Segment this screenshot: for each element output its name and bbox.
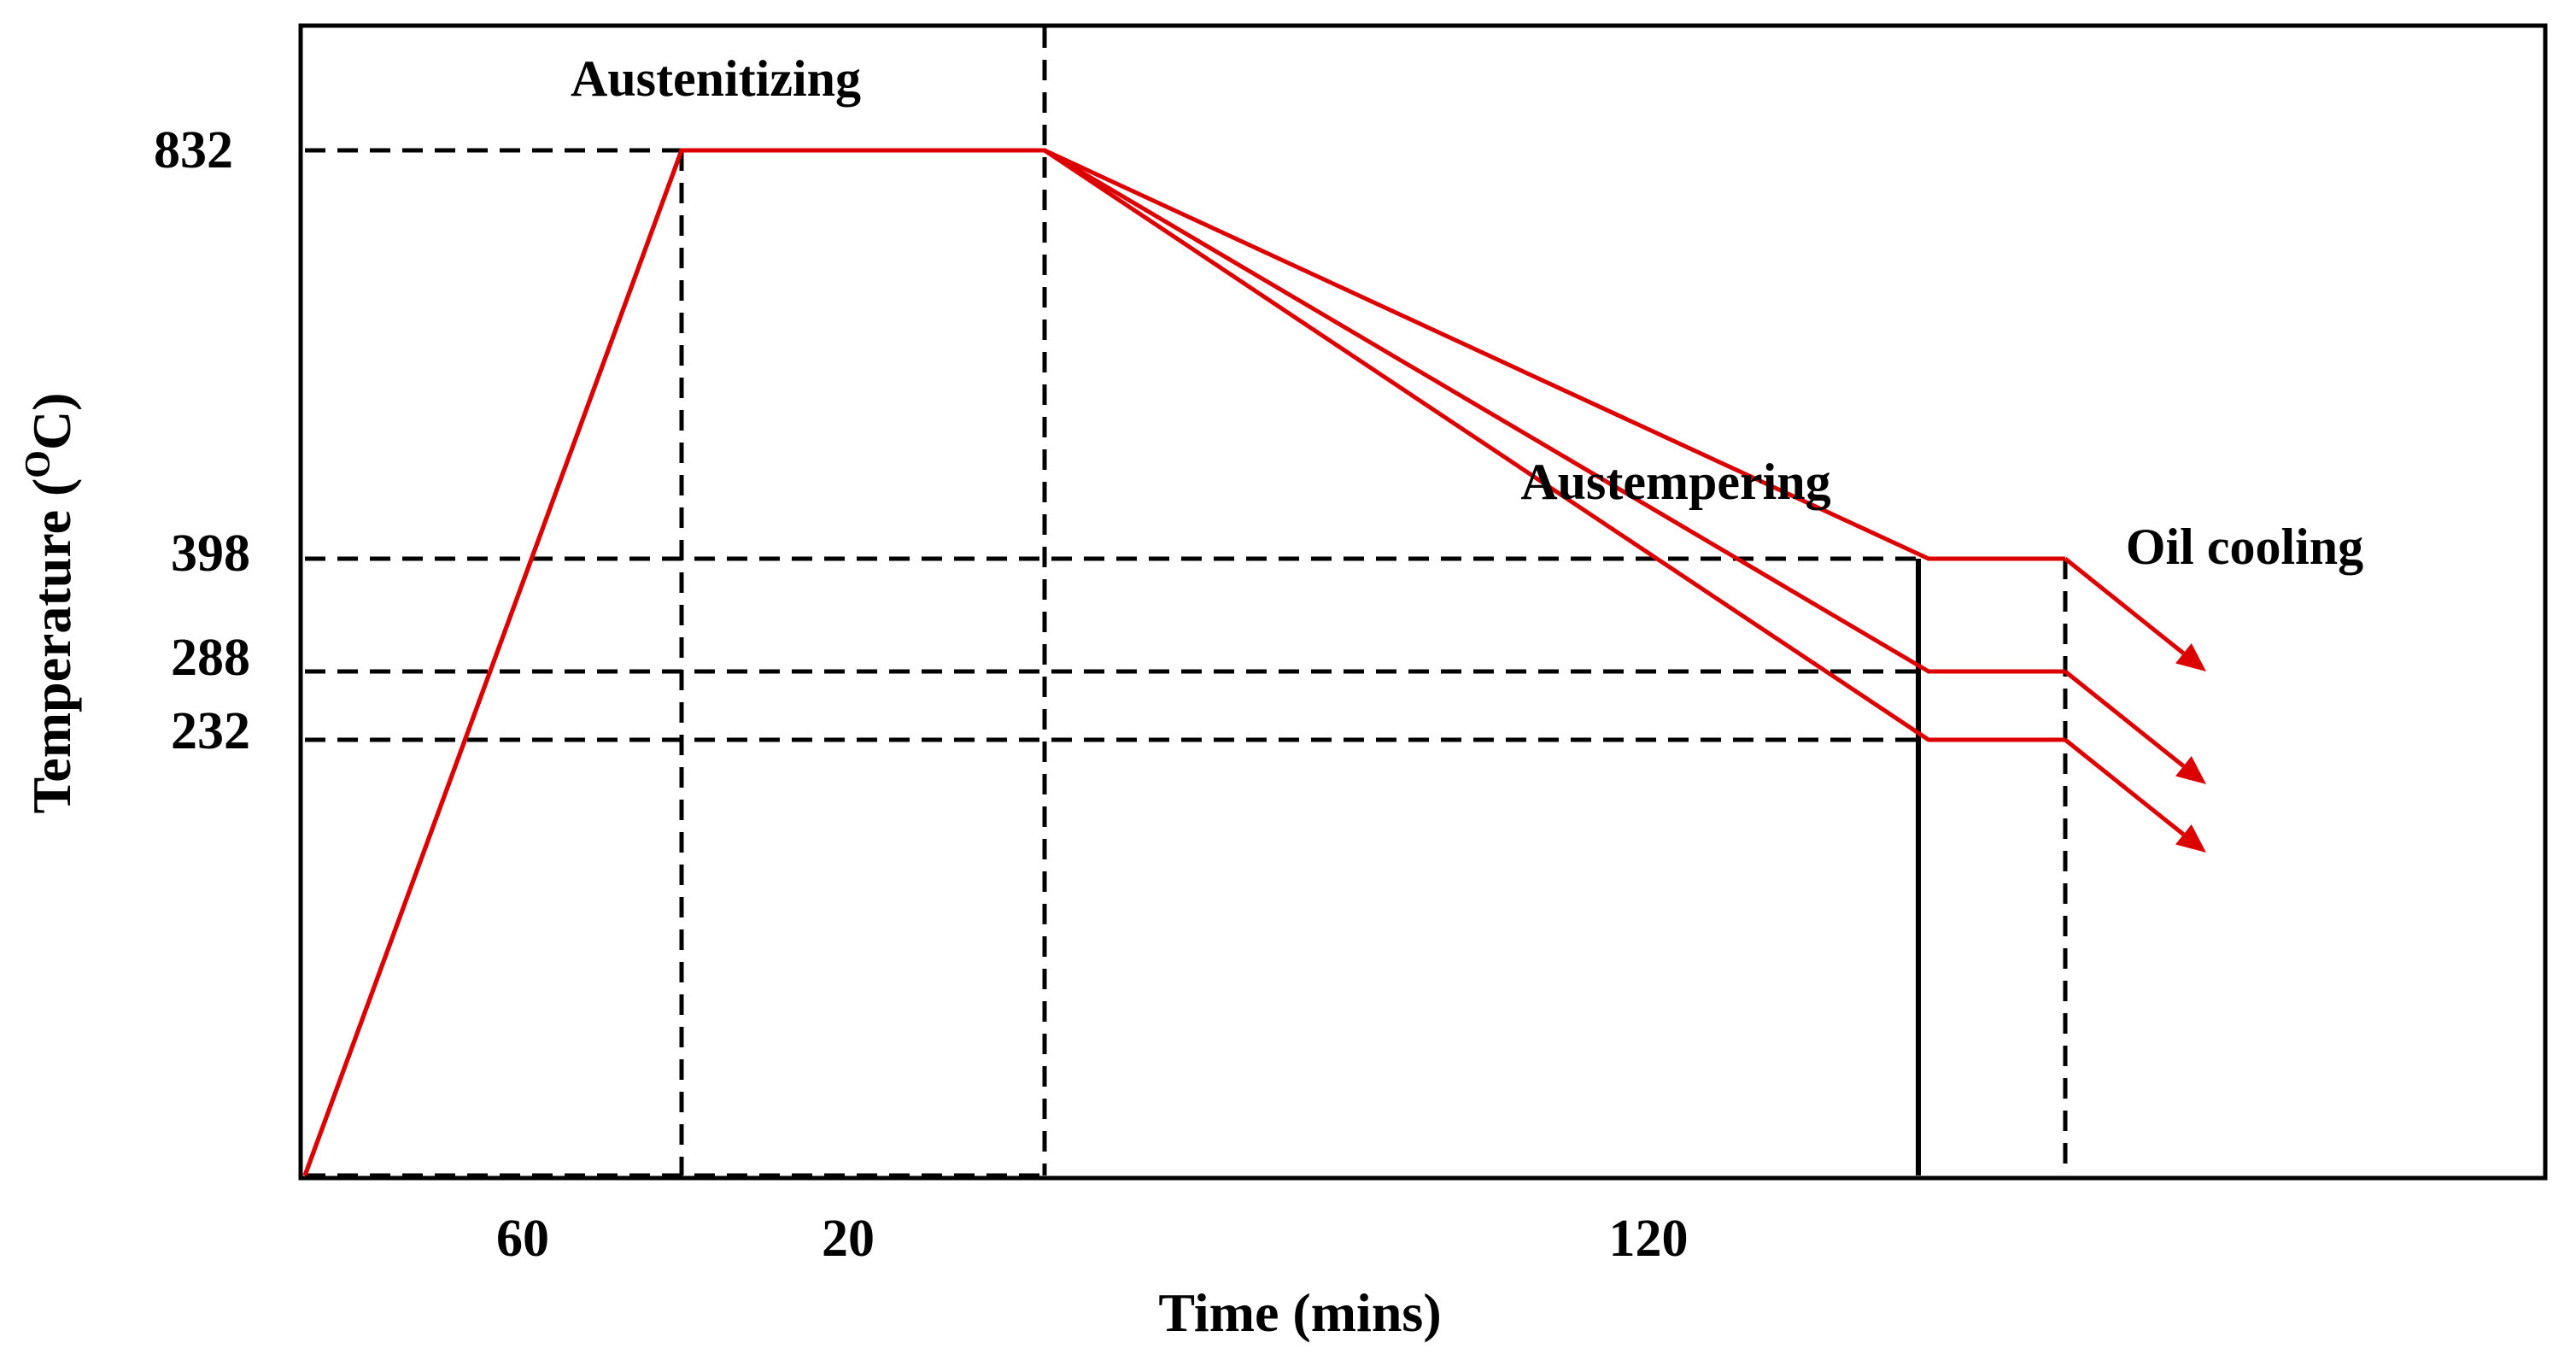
stage-labels: Austenitizing Austempering Oil cooling (571, 50, 2363, 575)
oil-cooling-arrow-232 (2064, 738, 2186, 836)
temperature-curves (302, 148, 2065, 1176)
x-axis-title: Time (mins) (1158, 1282, 1441, 1343)
arrow-head-288 (2175, 756, 2206, 784)
arrow-head-232 (2175, 824, 2206, 853)
y-tick-label-398: 398 (171, 525, 250, 583)
oil-cooling-arrow-398 (2064, 557, 2186, 655)
stage-label-oil-cooling: Oil cooling (2126, 519, 2363, 575)
y-axis-title-unit: C) (21, 392, 82, 450)
y-tick-label-288: 288 (171, 629, 250, 687)
arrow-head-398 (2175, 643, 2206, 671)
y-tick-label-232: 232 (171, 702, 250, 760)
segment-duration-labels: 60 20 120 (496, 1210, 1689, 1268)
duration-label-60: 60 (496, 1210, 549, 1268)
y-axis-title-main: Temperature ( (21, 478, 82, 814)
plot-frame (298, 23, 2548, 1181)
oil-cooling-arrow-288 (2064, 670, 2186, 768)
y-axis-title: Temperature (OC) (19, 392, 82, 813)
guide-lines (305, 27, 2068, 1178)
duration-label-120: 120 (1609, 1210, 1689, 1268)
duration-label-20: 20 (822, 1210, 875, 1268)
y-axis-title-superscript: O (19, 450, 58, 478)
curve-288 (302, 148, 2065, 1176)
oil-cooling-arrows (2064, 557, 2206, 853)
stage-label-austempering: Austempering (1520, 454, 1830, 510)
stage-label-austenitizing: Austenitizing (571, 50, 861, 107)
y-tick-label-832: 832 (154, 121, 233, 179)
curve-232 (302, 148, 2065, 1176)
curve-398 (302, 148, 2065, 1176)
y-tick-labels: 832 398 288 232 (154, 121, 250, 760)
